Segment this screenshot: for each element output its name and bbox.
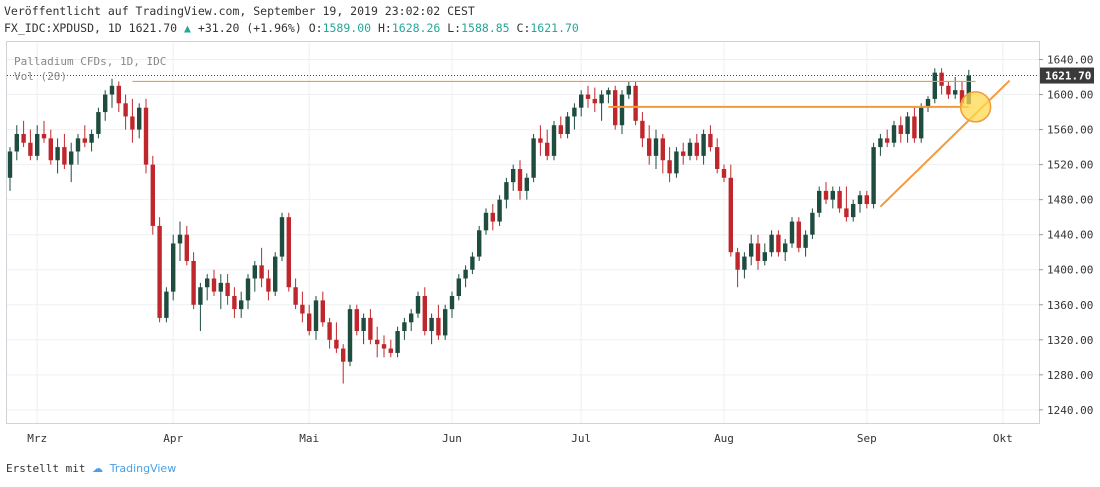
x-tick-label: Jun — [442, 432, 462, 445]
low-value: 1588.85 — [461, 21, 510, 35]
x-tick-label: Aug — [714, 432, 734, 445]
chart-frame[interactable] — [6, 41, 1040, 424]
y-tick-label: 1640.00 — [1047, 54, 1093, 67]
x-tick-label: Okt — [993, 432, 1013, 445]
tradingview-logo-icon: ☁ — [92, 462, 104, 475]
chart-legend: Palladium CFDs, 1D, IDC Vol (20) — [14, 54, 166, 84]
y-tick-label: 1280.00 — [1047, 369, 1093, 382]
y-tick-label: 1400.00 — [1047, 264, 1093, 277]
y-tick-label: 1480.00 — [1047, 194, 1093, 207]
y-tick-label: 1240.00 — [1047, 404, 1093, 417]
close-value: 1621.70 — [530, 21, 579, 35]
y-tick-label: 1440.00 — [1047, 229, 1093, 242]
high-label: H: — [377, 21, 392, 35]
ohlc-header: FX_IDC:XPDUSD, 1D 1621.70 ▲ +31.20 (+1.9… — [4, 21, 579, 35]
y-tick-label: 1600.00 — [1047, 89, 1093, 102]
published-info: Veröffentlicht auf TradingView.com, Sept… — [4, 4, 475, 18]
symbol-label: FX_IDC:XPDUSD, 1D — [4, 21, 122, 35]
x-tick-label: Jul — [571, 432, 591, 445]
legend-volume: Vol (20) — [14, 70, 67, 83]
footer-created: Erstellt mit — [6, 462, 86, 475]
open-value: 1589.00 — [322, 21, 372, 35]
y-tick-label: 1360.00 — [1047, 299, 1093, 312]
last-price-tag-label: 1621.70 — [1045, 70, 1091, 83]
change-value: +31.20 (+1.96%) — [197, 21, 302, 35]
y-axis: 1640.00 1600.00 1560.00 1520.00 1480.00 1440.… — [1039, 54, 1094, 417]
last-price-tag — [1040, 67, 1094, 84]
low-label: L: — [447, 21, 462, 35]
x-tick-label: Mrz — [27, 432, 47, 445]
up-arrow-icon: ▲ — [184, 21, 191, 35]
last-price: 1621.70 — [128, 21, 178, 35]
x-tick-label: Apr — [163, 432, 183, 445]
footer-brand[interactable]: TradingView — [109, 462, 177, 475]
open-label: O: — [308, 21, 323, 35]
high-value: 1628.26 — [391, 21, 441, 35]
x-tick-label: Sep — [857, 432, 877, 445]
legend-title: Palladium CFDs, 1D, IDC — [14, 55, 167, 68]
close-label: C: — [516, 21, 531, 35]
x-tick-label: Mai — [299, 432, 319, 445]
footer: Erstellt mit ☁ TradingView — [6, 462, 176, 475]
x-axis: Mrz Apr Mai Jun Jul Aug Sep Okt — [27, 432, 1012, 445]
y-tick-label: 1320.00 — [1047, 334, 1093, 347]
y-tick-label: 1520.00 — [1047, 159, 1093, 172]
y-tick-label: 1560.00 — [1047, 124, 1093, 137]
